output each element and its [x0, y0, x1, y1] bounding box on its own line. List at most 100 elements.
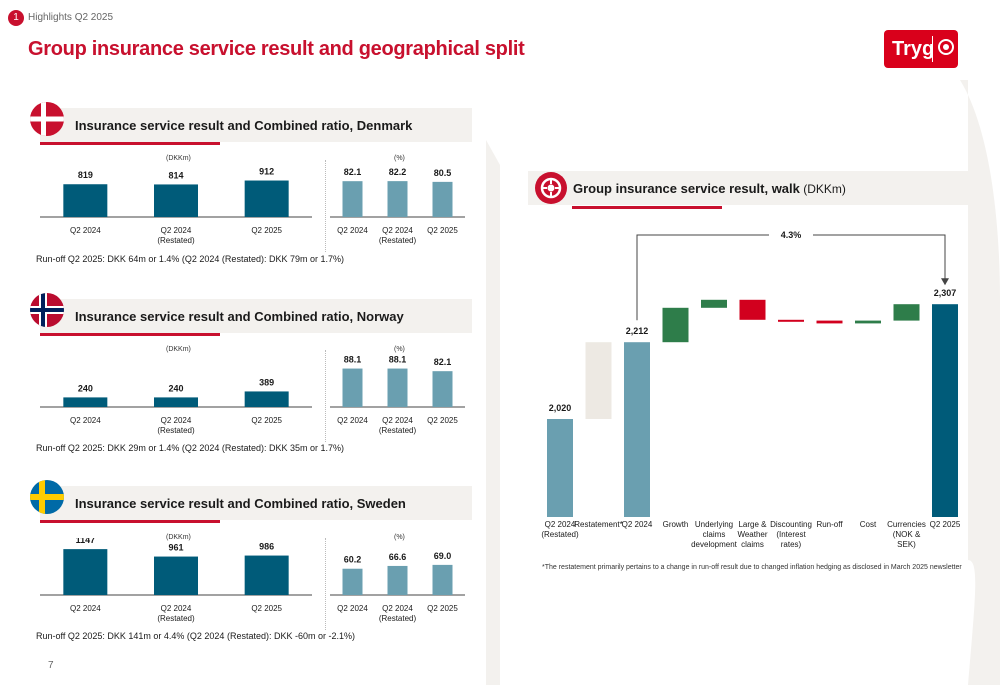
category-label: Run-off: [816, 520, 843, 529]
category-label: Large & Weather claims: [737, 520, 767, 549]
category-label: Q2 2024: [337, 416, 368, 425]
section-bar-norway: [40, 299, 472, 333]
category-label: Q2 2024 (Restated): [157, 604, 195, 623]
category-label: Currencies (NOK & SEK): [887, 520, 926, 549]
category-label: Q2 2025: [930, 520, 961, 529]
page-title: Group insurance service result and geogr…: [28, 38, 525, 60]
category-label: Discounting (Interest rates): [770, 520, 812, 549]
walk-title: Group insurance service result, walk (DK…: [573, 181, 846, 196]
data-label: 82.2: [389, 167, 407, 177]
sweden-flag-icon: [30, 480, 64, 514]
group-walk-chart: 2,020 Q2 2024 (Restated)Restatement* 2,212 Q…: [541, 228, 961, 549]
section-underline: [40, 520, 220, 523]
growth-label: 4.3%: [781, 230, 802, 240]
data-label: 814: [168, 170, 183, 180]
category-label: Q2 2024 (Restated): [379, 416, 417, 435]
bar: [342, 568, 363, 595]
unit-label-percent: (%): [394, 155, 405, 162]
unit-label-percent: (%): [394, 534, 405, 541]
waterfall-bar: [739, 299, 766, 320]
waterfall-bar: [662, 307, 689, 343]
data-label: 80.5: [434, 168, 452, 178]
data-label: 82.1: [434, 357, 452, 367]
data-label: 88.1: [344, 355, 362, 365]
data-label: 60.2: [344, 555, 362, 565]
norway-flag-icon: [30, 293, 64, 327]
data-label: 1147: [76, 538, 96, 545]
denmark-flag-icon: [30, 102, 64, 136]
category-label: Growth: [663, 520, 689, 529]
sweden-ratio-chart: 60.2 Q2 2024 66.6 Q2 2024 (Restated) 69.0 Q2 2…: [330, 551, 465, 623]
category-label: Q2 2024: [337, 604, 368, 613]
unit-label-dkkm: (DKKm): [166, 155, 191, 162]
data-label: 2,212: [626, 326, 649, 336]
category-label: Q2 2025: [427, 416, 458, 425]
data-label: 389: [259, 377, 274, 387]
chart-divider: [325, 538, 327, 630]
section-title-norway: Insurance service result and Combined ra…: [75, 309, 404, 324]
category-label: Q2 2024: [622, 520, 653, 529]
bar: [63, 549, 108, 595]
bar: [432, 564, 453, 595]
bar: [387, 368, 408, 407]
unit-label-dkkm: (DKKm): [166, 534, 191, 541]
category-label: Q2 2025: [251, 604, 282, 613]
logo-divider: [932, 36, 933, 62]
waterfall-bar: [893, 304, 920, 321]
logo-ring-icon: [938, 39, 954, 55]
breadcrumb: Highlights Q2 2025: [28, 12, 114, 23]
category-label: Q2 2024: [70, 226, 101, 235]
data-label: 986: [259, 542, 274, 552]
data-label: 2,307: [934, 288, 957, 298]
walk-unit: (DKKm): [799, 182, 846, 196]
bar: [432, 181, 453, 217]
bar: [432, 371, 453, 407]
section-underline: [40, 333, 220, 336]
data-label: 82.1: [344, 167, 362, 177]
waterfall-bar: [585, 342, 612, 419]
category-label: Cost: [860, 520, 877, 529]
category-label: Q2 2024: [70, 416, 101, 425]
category-label: Q2 2024 (Restated): [379, 226, 417, 245]
bar: [244, 391, 289, 407]
logo-ring-dot: [943, 44, 949, 50]
category-label: Restatement*: [574, 520, 622, 529]
data-label: 819: [78, 170, 93, 180]
data-label: 912: [259, 167, 274, 177]
denmark-ratio-chart: 82.1 Q2 2024 82.2 Q2 2024 (Restated) 80.5 Q2 2…: [330, 167, 465, 245]
section-title-denmark: Insurance service result and Combined ra…: [75, 118, 413, 133]
bar: [387, 181, 408, 217]
sweden-result-chart: 1147 Q2 2024 961 Q2 2024 (Restated) 986 Q2 202…: [40, 538, 312, 623]
category-label: Q2 2025: [251, 416, 282, 425]
bar: [63, 184, 108, 217]
bar: [342, 368, 363, 407]
section-bar-sweden: [40, 486, 472, 520]
data-label: 240: [168, 383, 183, 393]
bar: [244, 180, 289, 217]
category-label: Q2 2024: [337, 226, 368, 235]
section-title-sweden: Insurance service result and Combined ra…: [75, 496, 406, 511]
growth-label-bg: [769, 228, 813, 242]
norway-result-chart: 240 Q2 2024 240 Q2 2024 (Restated) 389 Q2 2025: [40, 377, 312, 435]
bar: [154, 184, 198, 217]
category-label: Q2 2025: [427, 226, 458, 235]
category-label: Q2 2024: [70, 604, 101, 613]
bar: [154, 556, 198, 595]
section-bar-denmark: [40, 108, 472, 142]
section-bar-walk: [528, 171, 970, 205]
data-label: 69.0: [434, 551, 452, 561]
bar: [63, 397, 108, 407]
unit-label-percent: (%): [394, 346, 405, 353]
section-underline: [572, 206, 722, 209]
walk-footnote: *The restatement primarily pertains to a…: [542, 564, 962, 571]
category-label: Q2 2024 (Restated): [157, 416, 195, 435]
category-label: Underlying claims development: [691, 520, 738, 549]
data-label: 66.6: [389, 552, 407, 562]
waterfall-bar: [547, 419, 573, 517]
runoff-note-norway: Run-off Q2 2025: DKK 29m or 1.4% (Q2 202…: [36, 443, 344, 453]
data-label: 88.1: [389, 355, 407, 365]
bar: [387, 565, 408, 595]
walk-title-text: Group insurance service result, walk: [573, 181, 800, 196]
waterfall-bar: [816, 320, 843, 324]
